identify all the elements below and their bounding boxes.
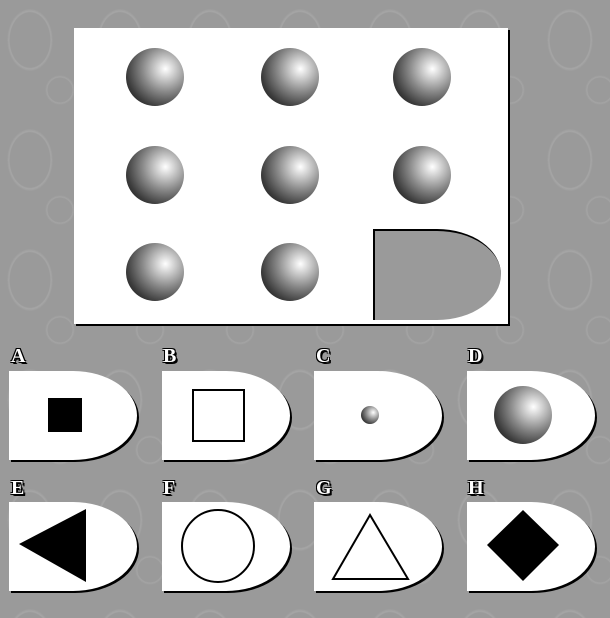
- option-e[interactable]: [9, 502, 137, 591]
- filled-diamond-icon: [487, 510, 559, 581]
- puzzle-board: [74, 28, 508, 324]
- option-a[interactable]: [9, 371, 137, 460]
- sphere-cell-r3c2: [261, 243, 319, 301]
- option-g[interactable]: [314, 502, 442, 591]
- option-letter-e: E: [11, 477, 25, 499]
- option-f[interactable]: [162, 502, 290, 591]
- option-d[interactable]: [467, 371, 595, 460]
- sphere-cell-r1c3: [393, 48, 451, 106]
- outline-square-icon: [192, 389, 245, 442]
- filled-triangle-left-icon: [19, 509, 86, 582]
- option-c[interactable]: [314, 371, 442, 460]
- outline-circle-icon: [181, 509, 255, 583]
- option-letter-d: D: [468, 345, 483, 367]
- sphere-cell-r1c2: [261, 48, 319, 106]
- outline-triangle-up-icon: [331, 513, 410, 580]
- sphere-cell-r3c1: [126, 243, 184, 301]
- sphere-cell-r2c1: [126, 146, 184, 204]
- option-letter-b: B: [163, 345, 177, 367]
- sphere-cell-r1c1: [126, 48, 184, 106]
- sphere-cell-r2c3: [393, 146, 451, 204]
- sphere-icon: [494, 386, 552, 444]
- option-letter-g: G: [316, 477, 332, 499]
- sphere-cell-r2c2: [261, 146, 319, 204]
- small-sphere-icon: [361, 406, 379, 424]
- option-letter-f: F: [163, 477, 176, 499]
- option-letter-a: A: [11, 345, 26, 367]
- filled-square-icon: [48, 398, 82, 432]
- option-h[interactable]: [467, 502, 595, 591]
- option-letter-c: C: [316, 345, 331, 367]
- option-b[interactable]: [162, 371, 290, 460]
- option-letter-h: H: [468, 477, 484, 499]
- missing-answer-slot: [373, 229, 501, 320]
